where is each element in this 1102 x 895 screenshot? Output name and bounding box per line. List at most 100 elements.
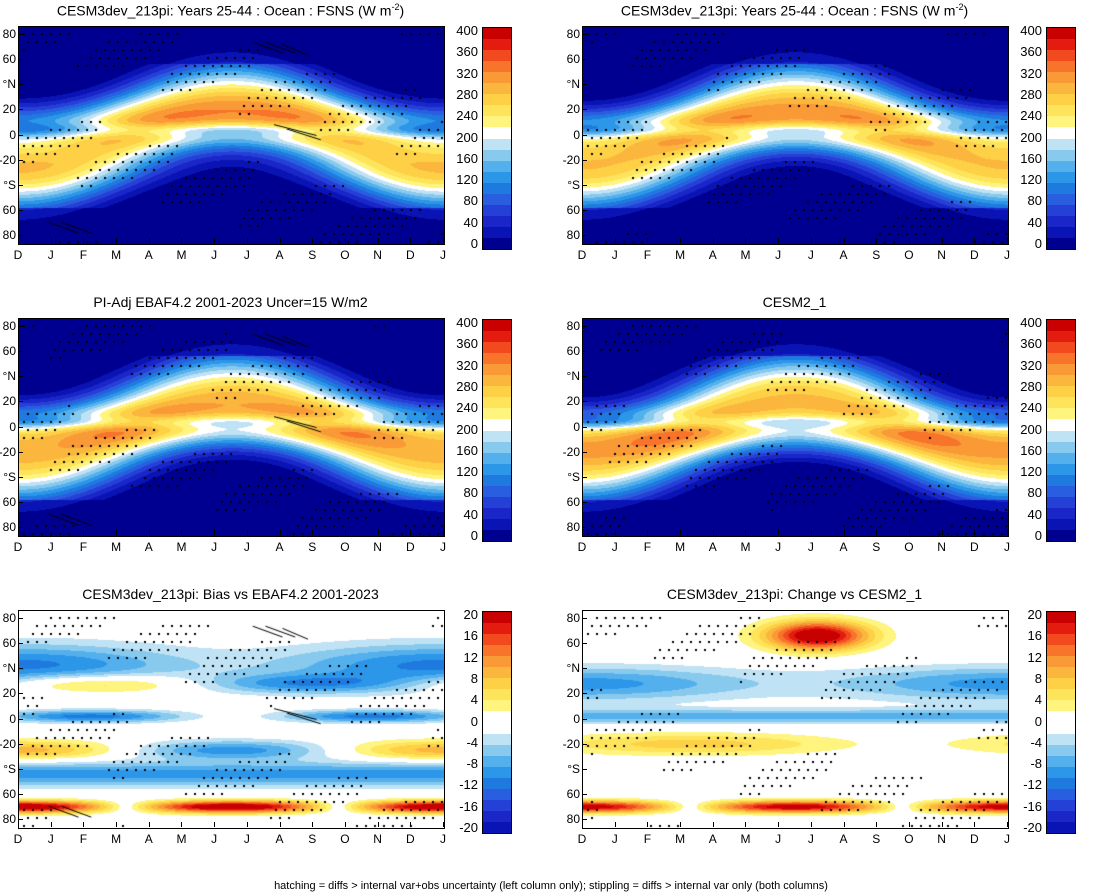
colorbar-swatch [1047, 529, 1075, 542]
x-tick [50, 530, 52, 535]
panel-title-end: ) [399, 2, 405, 19]
colorbar-label: 80 [463, 485, 478, 501]
y-tick-label: °N [566, 369, 580, 384]
colorbar-swatch [483, 777, 511, 790]
y-tick [18, 426, 23, 428]
colorbar-label: 400 [456, 315, 478, 330]
colorbar-swatch [1047, 94, 1075, 106]
colorbar-swatch [1047, 485, 1075, 498]
colorbar-label: 240 [1020, 400, 1042, 416]
colorbar-label: 320 [1020, 357, 1042, 373]
x-tick [279, 238, 281, 243]
y-tick [582, 134, 587, 136]
x-tick-label: A [275, 540, 284, 554]
colorbar-label: 0 [1034, 528, 1042, 543]
colorbar [1046, 27, 1076, 250]
x-tick-label: D [405, 248, 415, 262]
x-tick-label: J [243, 540, 250, 554]
y-tick [582, 743, 587, 745]
x-tick [647, 530, 649, 535]
heatmap-field [19, 611, 444, 828]
colorbar-swatch [483, 375, 511, 387]
x-tick [443, 530, 444, 535]
colorbar-label: 360 [1020, 44, 1042, 60]
colorbar-swatch [1047, 810, 1075, 823]
x-tick-label: M [176, 832, 187, 846]
y-tick [18, 668, 23, 670]
colorbar-swatch [1047, 408, 1075, 420]
panel-title: CESM3dev_213pi: Change vs CESM2_1 [667, 586, 922, 602]
colorbar-label: 0 [470, 713, 478, 729]
x-tick-label: J [611, 540, 618, 554]
y-tick [582, 819, 587, 820]
x-tick-label: O [904, 540, 914, 554]
y-tick [582, 109, 587, 111]
y-tick-label: °S [3, 177, 16, 192]
y-tick [582, 527, 587, 528]
y-tick [582, 643, 587, 645]
y-tick [18, 743, 23, 745]
x-tick-label: J [775, 248, 782, 262]
colorbar-swatch [1047, 83, 1075, 95]
y-tick [582, 376, 587, 378]
x-tick [745, 238, 747, 243]
panel-title-text: CESM3dev_213pi: Change vs CESM2_1 [666, 586, 923, 602]
x-tick [876, 822, 878, 827]
x-tick [410, 238, 412, 243]
y-tick-label: °S [567, 177, 580, 192]
y-tick-label: 80 [2, 228, 16, 242]
y-tick-label: 0 [9, 127, 16, 142]
colorbar-swatch [1047, 518, 1075, 531]
panel-title: CESM3dev_213pi: Years 25-44 : Ocean : FS… [621, 2, 968, 19]
colorbar-swatch [1047, 656, 1075, 668]
colorbar-swatch [1047, 182, 1075, 195]
x-tick [344, 238, 346, 243]
x-tick-label: F [79, 540, 88, 554]
colorbar-label: 120 [1020, 172, 1042, 188]
x-tick-label: F [643, 248, 652, 262]
x-tick-label: J [47, 832, 54, 846]
colorbar-label: 280 [1020, 86, 1042, 102]
x-tick-label: S [308, 248, 317, 262]
x-tick-label: S [308, 832, 317, 846]
colorbar-label: 120 [456, 172, 478, 188]
y-tick-label: 60 [566, 786, 580, 801]
x-tick-label: S [872, 540, 881, 554]
x-tick [908, 238, 910, 243]
y-tick [18, 768, 23, 770]
colorbar-swatch [483, 529, 511, 542]
x-tick-label: D [577, 540, 587, 554]
colorbar-swatch [1047, 72, 1075, 84]
colorbar-swatch [1047, 799, 1075, 812]
colorbar-swatch [483, 634, 511, 646]
y-tick [18, 793, 23, 795]
colorbar-swatch [1047, 474, 1075, 487]
x-tick-label: F [79, 832, 88, 846]
x-tick [582, 822, 583, 827]
colorbar-label: 280 [456, 378, 478, 394]
y-tick [18, 351, 23, 353]
x-tick-label: J [211, 540, 218, 554]
colorbar-label: 4 [1034, 692, 1042, 708]
x-tick-label: D [577, 248, 587, 262]
colorbar-label: 0 [470, 528, 478, 543]
colorbar-swatch [483, 83, 511, 95]
x-tick-label: O [904, 832, 914, 846]
y-tick-label: 60 [2, 494, 16, 509]
colorbar-swatch [483, 149, 511, 162]
y-tick [582, 159, 587, 161]
colorbar-label: -12 [459, 777, 478, 793]
y-tick [582, 235, 587, 236]
colorbar-swatch [1047, 496, 1075, 509]
x-tick [344, 530, 346, 535]
colorbar-swatch [1047, 171, 1075, 184]
x-tick-label: M [176, 248, 187, 262]
y-tick-label: 0 [9, 711, 16, 726]
x-tick [1007, 822, 1008, 827]
colorbar-swatch [483, 50, 511, 62]
y-tick [582, 718, 587, 720]
x-tick-label: M [740, 248, 751, 262]
panel-title-end: ) [963, 2, 969, 19]
colorbar-label: 200 [456, 129, 478, 145]
x-tick [908, 530, 910, 535]
